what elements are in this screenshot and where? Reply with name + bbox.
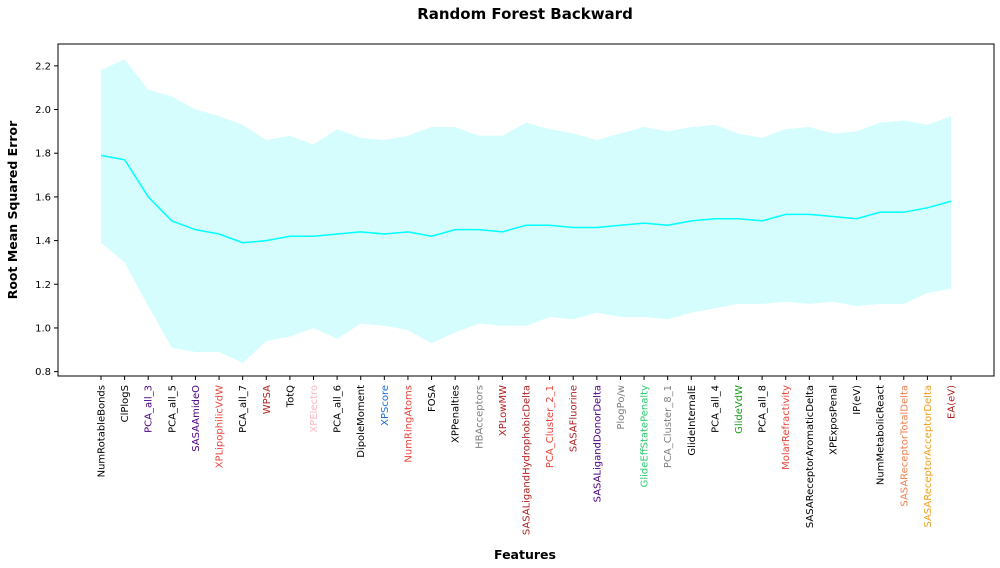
y-tick-label: 1.6 [35,192,51,203]
x-axis: NumRotableBonds ClPlogS PCA_all_3 PCA_all_5… [97,376,958,535]
x-tick-label: SASAFluorine [569,385,580,452]
x-tick-label: XPLipophilicVdW [215,385,226,468]
x-tick-label: NumRingAtoms [403,385,414,463]
confidence-band [101,59,951,363]
x-tick-label: PCA_Cluster_8_1 [663,385,674,468]
x-tick-label: IP(eV) [852,385,863,415]
x-tick-label: SASAAmideO [191,385,202,452]
x-tick-label: PlogPo/w [616,385,627,430]
x-tick-label: TotQ [285,385,296,408]
x-tick-label: SASAReceptorTotalDelta [899,385,910,507]
x-tick-label: DipoleMoment [356,385,367,458]
y-tick-label: 1.8 [35,149,51,160]
x-tick-label: SASALigandHydrophobicDelta [522,385,533,535]
x-tick-label: FOSA [427,385,438,412]
y-tick-label: 1.2 [35,280,51,291]
x-tick-label: XPPenalties [451,385,462,443]
x-tick-label: XPScore [380,385,391,426]
x-tick-label: ClPlogS [120,385,131,422]
x-tick-label: GlideVdW [734,385,745,434]
y-tick-label: 2.0 [35,105,51,116]
x-tick-label: PCA_all_7 [238,385,249,433]
series-line-mean [100,154,952,244]
x-tick-label: XPExposPenal [828,385,839,455]
x-tick-label: XPElectro [309,385,320,433]
y-tick-label: 0.8 [35,367,51,378]
y-tick-label: 1.0 [35,323,51,334]
x-tick-label: HBAcceptors [474,385,485,449]
x-tick-label: NumRotableBonds [97,385,108,477]
x-tick-label: SASALigandDonorDelta [592,385,603,502]
y-axis: 0.8 1.0 1.2 1.4 1.6 1.8 2.0 2.2 [35,61,58,378]
x-tick-label: PCA_all_8 [758,385,769,433]
x-tick-label: PCA_all_6 [333,385,344,433]
x-axis-label: Features [494,547,556,562]
x-tick-label: PCA_all_3 [144,385,155,433]
y-axis-label: Root Mean Squared Error [5,120,20,299]
x-tick-label: EA(eV) [947,385,958,419]
x-tick-label: XPLowMW [498,385,509,436]
x-tick-label: SASAReceptorAcceptorDelta [923,385,934,528]
plot-area [100,59,952,363]
x-tick-label: PCA_all_4 [710,385,721,433]
x-tick-label: PCA_Cluster_2_1 [545,385,556,468]
x-tick-label: PCA_all_5 [167,385,178,433]
x-tick-label: MolarRefractivity [781,385,792,470]
x-tick-label: SASAReceptorAromaticDelta [805,385,816,528]
x-tick-label: WPSA [262,385,273,414]
x-tick-label: GlideInternalE [687,385,698,456]
y-tick-label: 2.2 [35,61,51,72]
y-tick-label: 1.4 [35,236,51,247]
chart-title: Random Forest Backward [417,5,633,23]
x-tick-label: GlideEffStatePenalty [640,385,651,487]
x-tick-label: NumMetabolicReact [876,385,887,485]
